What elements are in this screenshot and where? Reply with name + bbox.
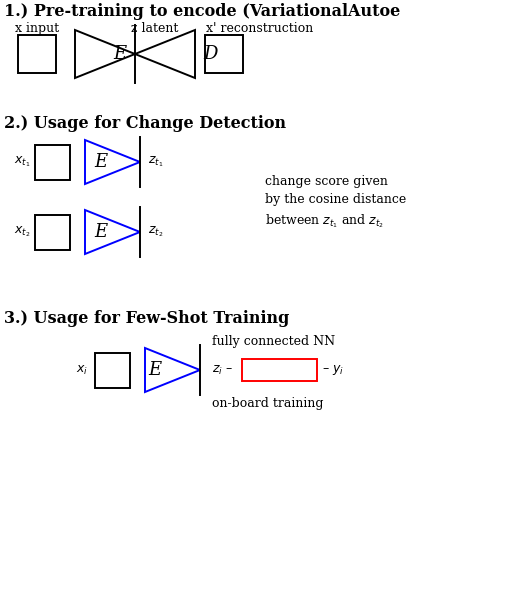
Bar xyxy=(35,215,70,250)
Text: 1.) Pre-training to encode (VariationalAutoe: 1.) Pre-training to encode (VariationalA… xyxy=(4,3,400,20)
Text: E: E xyxy=(95,153,108,171)
Bar xyxy=(242,359,317,381)
Text: x input: x input xyxy=(15,22,59,35)
Text: z latent: z latent xyxy=(132,22,179,35)
Polygon shape xyxy=(135,30,195,78)
Bar xyxy=(35,145,70,180)
Text: E: E xyxy=(95,223,108,241)
Text: x' reconstruction: x' reconstruction xyxy=(206,22,313,35)
Text: $z_i$ –: $z_i$ – xyxy=(212,364,233,376)
Text: on-board training: on-board training xyxy=(212,397,323,410)
Text: D: D xyxy=(203,45,217,63)
Text: 3.) Usage for Few-Shot Training: 3.) Usage for Few-Shot Training xyxy=(4,310,289,327)
Text: $z_{t_1}$: $z_{t_1}$ xyxy=(148,155,164,169)
Text: $x_{t_2}$: $x_{t_2}$ xyxy=(14,225,30,239)
Polygon shape xyxy=(85,140,140,184)
Text: – $y_i$: – $y_i$ xyxy=(322,363,344,377)
Bar xyxy=(95,353,130,388)
Polygon shape xyxy=(145,348,200,392)
Polygon shape xyxy=(85,210,140,254)
Bar xyxy=(205,35,243,73)
Text: 2.) Usage for Change Detection: 2.) Usage for Change Detection xyxy=(4,115,286,132)
Text: E: E xyxy=(149,361,162,379)
Polygon shape xyxy=(75,30,135,78)
Text: E: E xyxy=(114,45,127,63)
Text: $z_{t_2}$: $z_{t_2}$ xyxy=(148,225,163,239)
Bar xyxy=(18,35,56,73)
Text: fully connected NN: fully connected NN xyxy=(212,335,335,348)
Text: $x_i$: $x_i$ xyxy=(76,364,88,376)
Text: $x_{t_1}$: $x_{t_1}$ xyxy=(14,155,30,169)
Text: change score given
by the cosine distance
between $z_{t_1}$ and $z_{t_2}$: change score given by the cosine distanc… xyxy=(265,175,406,230)
